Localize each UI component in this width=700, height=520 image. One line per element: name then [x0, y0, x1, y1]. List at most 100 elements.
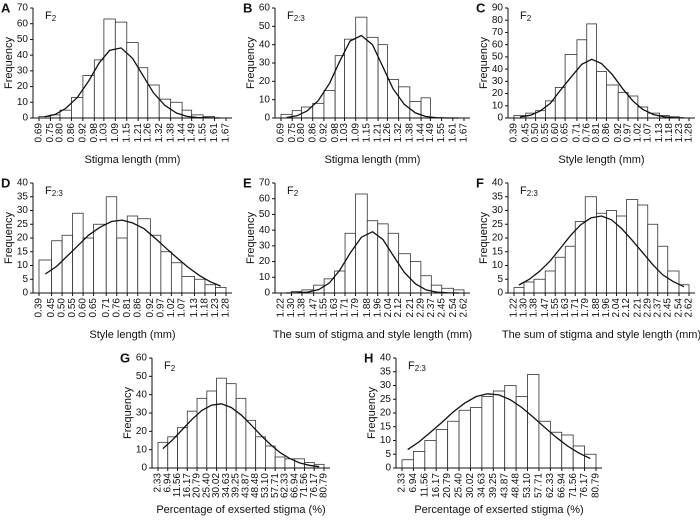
x-tick-label: 0.92 — [145, 298, 156, 318]
x-tick-label: 1.61 — [209, 123, 220, 143]
x-tick-label: 2.21 — [405, 298, 416, 318]
y-tick-label: 0 — [22, 288, 28, 299]
x-tick-label: 1.67 — [221, 123, 232, 143]
x-tick-label: 0.80 — [296, 123, 307, 143]
x-tick-label: 43.87 — [499, 473, 510, 498]
x-tick-label: 2.21 — [632, 298, 643, 318]
x-tick-label: 1.03 — [339, 123, 350, 143]
y-tick-label: 30 — [380, 380, 392, 391]
x-tick-label: 1.07 — [642, 123, 653, 143]
x-tick-label: 1.09 — [110, 123, 121, 143]
x-tick-label: 2.04 — [383, 298, 394, 318]
panel-label: E — [243, 175, 252, 190]
x-tick-label: 1.07 — [177, 298, 188, 318]
x-tick-label: 2.62 — [684, 298, 695, 318]
x-tick-label: 1.71 — [340, 298, 351, 318]
bar — [323, 90, 336, 119]
bar — [401, 459, 414, 469]
subtitle-sub: 2:3 — [527, 189, 539, 198]
bar — [481, 396, 494, 469]
x-tick-label: 25.40 — [201, 473, 212, 498]
bar — [181, 276, 195, 294]
x-tick-label: 0.71 — [101, 298, 112, 318]
x-tick-label: 2.54 — [448, 298, 459, 318]
y-tick-label: 40 — [259, 39, 271, 50]
y-tick-label: 40 — [259, 225, 271, 236]
subtitle-sub: 2 — [527, 14, 532, 23]
x-tick-label: 0.92 — [78, 123, 89, 143]
bar — [61, 234, 74, 294]
x-tick-label: 0.75 — [45, 123, 56, 143]
x-tick-label: 0.76 — [111, 298, 122, 318]
bar — [398, 86, 411, 119]
panel: 0 10 20 30 40 50 60 2.336.9411.5616.1720.7925.4… — [120, 350, 330, 516]
x-tick-label: 1.23 — [210, 298, 221, 318]
x-tick-label: 1.15 — [121, 123, 132, 143]
x-tick-label: 2.45 — [662, 298, 673, 318]
y-axis-label: Frequency — [245, 212, 257, 264]
fitted-curve — [162, 403, 320, 468]
bar — [492, 390, 506, 469]
y-tick-label: 25 — [380, 394, 392, 405]
x-tick-label: 1.55 — [550, 298, 561, 318]
bar — [657, 245, 669, 294]
x-tick-label: 1.63 — [560, 298, 571, 318]
x-tick-label: 1.26 — [382, 123, 393, 143]
y-axis-label: Frequency — [478, 37, 490, 89]
fitted-curve — [518, 215, 685, 288]
y-tick-label: 20 — [136, 426, 148, 437]
x-tick-label: 0.98 — [330, 123, 341, 143]
subtitle-base: F — [287, 10, 294, 22]
y-tick-label: 70 — [492, 27, 504, 38]
bar — [103, 18, 116, 119]
bar — [564, 54, 578, 119]
y-tick-label: 50 — [492, 52, 504, 63]
bar — [170, 262, 183, 294]
panel: 0 5 10 15 20 25 30 35 40 0.39 0.45 0.50 0.55 0.60 0.65… — [1, 175, 232, 341]
bar — [147, 84, 160, 119]
x-tick-label: 1.18 — [200, 298, 211, 318]
x-tick-label: 0.97 — [156, 298, 167, 318]
y-tick-label: 20 — [492, 233, 504, 244]
y-tick-label: 10 — [492, 100, 504, 111]
x-tick-label: 2.62 — [459, 298, 470, 318]
subtitle-sub: 2 — [294, 189, 299, 198]
y-tick-label: 60 — [259, 193, 271, 204]
x-tick-label: 2.29 — [416, 298, 427, 318]
x-tick-label: 0.76 — [581, 123, 592, 143]
bar — [447, 420, 460, 469]
y-tick-label: 15 — [492, 246, 504, 257]
bar — [564, 245, 576, 294]
x-tick-label: 2.37 — [652, 298, 663, 318]
x-tick-label: 25.40 — [454, 473, 465, 498]
y-tick-label: 30 — [492, 76, 504, 87]
x-tick-label: 2.12 — [621, 298, 632, 318]
x-tick-label: 1.26 — [142, 123, 153, 143]
x-tick-label: 39.25 — [488, 473, 499, 498]
subtitle-sub: 2 — [52, 14, 57, 23]
x-tick-label: 2.37 — [426, 298, 437, 318]
y-tick-label: 10 — [17, 260, 29, 271]
x-tick-label: 48.48 — [250, 473, 261, 498]
x-tick-label: 1.30 — [519, 298, 530, 318]
bar — [216, 377, 227, 469]
x-tick-label: 53.10 — [522, 473, 533, 498]
bar — [255, 436, 266, 469]
y-tick-label: 20 — [492, 88, 504, 99]
panel-label: B — [243, 0, 252, 15]
subtitle-base: F — [164, 360, 171, 372]
x-tick-label: 0.50 — [57, 298, 68, 318]
x-tick-label: 2.45 — [436, 298, 447, 318]
x-tick-label: 1.47 — [308, 298, 319, 318]
x-tick-label: 71.56 — [568, 473, 579, 498]
x-tick-label: 6.94 — [162, 473, 173, 493]
y-tick-label: 50 — [136, 371, 148, 382]
x-axis-label: The sum of stigma and style length (mm) — [502, 329, 700, 341]
panel-label: C — [476, 0, 486, 15]
bar — [523, 281, 535, 294]
x-tick-label: 53.10 — [260, 473, 271, 498]
panel-label: G — [120, 350, 130, 365]
y-tick-label: 50 — [17, 34, 29, 45]
x-axis-label: Percentage of exserted stigma (%) — [414, 504, 583, 516]
